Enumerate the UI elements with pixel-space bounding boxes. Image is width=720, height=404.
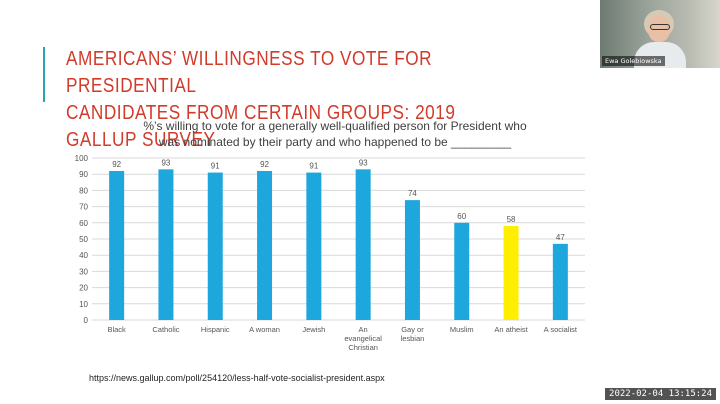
bar-chart: 0 10 20 30 40 50 60 70 80 90 100 92 Black 93 Catholic 9… (75, 154, 585, 352)
slide-title-line-2: CANDIDATES FROM CERTAIN GROUPS: 2019 GAL… (66, 102, 456, 151)
bar-3 (257, 170, 273, 320)
x-tick-label-line: An atheist (494, 325, 528, 334)
webcam-thumbnail[interactable]: Ewa Golebiowska (600, 0, 720, 68)
x-tick-label-3: A woman (249, 325, 280, 334)
y-tick-label-10: 10 (79, 300, 88, 309)
y-tick-label-70: 70 (79, 203, 88, 212)
bar-value-label-0: 92 (112, 160, 121, 169)
bar-9 (552, 243, 568, 320)
x-tick-label-2: Hispanic (201, 325, 230, 334)
x-tick-label-6: Gay or lesbian (401, 325, 425, 343)
bar-value-label-5: 93 (359, 158, 368, 167)
bar-2 (207, 172, 223, 320)
chart-subtitle-line-2: was nominated by their party and who hap… (158, 135, 512, 149)
y-tick-label-90: 90 (79, 170, 88, 179)
source-url[interactable]: https://news.gallup.com/poll/254120/less… (89, 373, 385, 383)
recording-timestamp: 2022-02-04 13:15:24 (605, 388, 716, 400)
x-tick-label-line: Muslim (450, 325, 474, 334)
x-tick-label-line: Catholic (152, 325, 179, 334)
x-tick-label-line: Jewish (302, 325, 325, 334)
x-tick-label-line: A woman (249, 325, 280, 334)
participant-name-label: Ewa Golebiowska (602, 56, 665, 66)
x-tick-label-9: A socialist (544, 325, 578, 334)
x-tick-label-line: Gay or (401, 325, 424, 334)
bar-6 (404, 200, 420, 320)
bar-8 (503, 226, 519, 320)
x-tick-label-line: Hispanic (201, 325, 230, 334)
slide-title: AMERICANS’ WILLINGNESS TO VOTE FOR PRESI… (66, 46, 513, 154)
bar-value-label-8: 58 (507, 215, 516, 224)
y-tick-label-30: 30 (79, 267, 88, 276)
x-tick-label-line: An (359, 325, 368, 334)
y-tick-label-60: 60 (79, 219, 88, 228)
x-tick-label-4: Jewish (302, 325, 325, 334)
bar-0 (109, 170, 125, 320)
bar-value-label-4: 91 (309, 162, 318, 171)
bar-value-label-3: 92 (260, 160, 269, 169)
chart-subtitle-line-1: %’s willing to vote for a generally well… (143, 119, 527, 133)
x-tick-label-line: Christian (348, 343, 378, 352)
x-tick-label-7: Muslim (450, 325, 474, 334)
x-tick-label-line: A socialist (544, 325, 578, 334)
bar-value-label-7: 60 (457, 212, 466, 221)
x-tick-label-1: Catholic (152, 325, 179, 334)
slide-title-line-1: AMERICANS’ WILLINGNESS TO VOTE FOR PRESI… (66, 48, 433, 97)
bar-value-label-9: 47 (556, 233, 565, 242)
bar-5 (355, 169, 371, 320)
bar-1 (158, 169, 174, 320)
x-tick-label-0: Black (107, 325, 126, 334)
x-tick-label-line: Black (107, 325, 126, 334)
chart-subtitle: %’s willing to vote for a generally well… (100, 118, 570, 150)
bar-4 (306, 172, 322, 320)
title-accent-bar (43, 47, 45, 102)
x-tick-label-line: evangelical (344, 334, 382, 343)
bar-value-label-2: 91 (211, 162, 220, 171)
y-tick-label-40: 40 (79, 251, 88, 260)
bar-value-label-1: 93 (161, 158, 170, 167)
y-tick-label-20: 20 (79, 284, 88, 293)
bar-value-label-6: 74 (408, 189, 417, 198)
webcam-person-glasses (650, 24, 670, 30)
y-tick-label-80: 80 (79, 186, 88, 195)
bar-7 (454, 222, 470, 320)
y-tick-label-0: 0 (84, 316, 89, 325)
y-tick-label-100: 100 (75, 154, 89, 163)
y-tick-label-50: 50 (79, 235, 88, 244)
x-tick-label-line: lesbian (401, 334, 425, 343)
x-tick-label-5: An evangelical Christian (344, 325, 382, 352)
x-tick-label-8: An atheist (494, 325, 528, 334)
